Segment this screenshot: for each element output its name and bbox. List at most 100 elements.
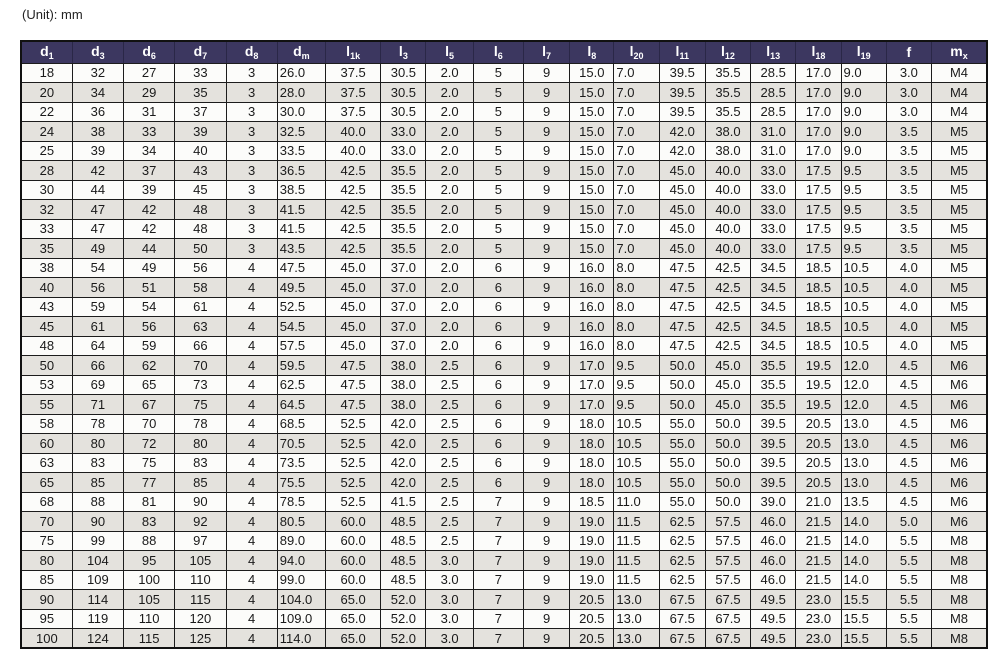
table-cell: 40.0 xyxy=(324,140,382,161)
table-cell: M5 xyxy=(930,316,988,337)
table-cell: 6 xyxy=(472,413,524,434)
table-cell: 4.5 xyxy=(885,394,932,415)
table-cell: 2.0 xyxy=(425,296,474,317)
column-header-d6: d6 xyxy=(122,40,176,64)
table-cell: 95 xyxy=(122,550,176,571)
table-cell: 9 xyxy=(522,608,571,629)
table-cell: 52.5 xyxy=(324,413,382,434)
table-cell: 33 xyxy=(122,121,176,142)
table-cell: 7 xyxy=(472,628,524,649)
table-cell: M5 xyxy=(930,140,988,161)
table-cell: 52.0 xyxy=(380,628,427,649)
table-cell: 7.0 xyxy=(613,121,660,142)
column-header-subscript: 20 xyxy=(633,50,644,61)
table-cell: 17.5 xyxy=(795,199,842,220)
table-cell: 6 xyxy=(472,335,524,356)
table-cell: 54 xyxy=(71,257,125,278)
table-cell: 19.0 xyxy=(569,569,615,590)
table-cell: 15.0 xyxy=(569,160,615,181)
column-header-l5: l5 xyxy=(425,40,474,64)
table-cell: 45.0 xyxy=(658,218,706,239)
table-cell: 17.5 xyxy=(795,218,842,239)
table-cell: 4.0 xyxy=(885,277,932,298)
table-cell: 9 xyxy=(522,316,571,337)
table-cell: 2.0 xyxy=(425,199,474,220)
table-cell: 55.0 xyxy=(658,472,706,493)
table-cell: 6 xyxy=(472,257,524,278)
table-cell: 20.5 xyxy=(569,628,615,649)
table-cell: 18.5 xyxy=(569,491,615,512)
table-cell: M4 xyxy=(930,82,988,103)
table-cell: 20.5 xyxy=(795,472,842,493)
table-cell: 78 xyxy=(71,413,125,434)
table-cell: 10.5 xyxy=(840,257,887,278)
table-cell: 26.0 xyxy=(276,62,326,83)
table-cell: 67.5 xyxy=(658,628,706,649)
table-cell: 50 xyxy=(174,238,227,259)
table-cell: 35 xyxy=(20,238,73,259)
column-header-base: l xyxy=(542,42,547,59)
table-cell: 34 xyxy=(122,140,176,161)
table-cell: 9.5 xyxy=(613,374,660,395)
table-cell: 3.5 xyxy=(885,121,932,142)
table-row: 75 99 88 97 4 89.0 60.0 48.5 2.5 7 9 19.0 11.5 62.5 57… xyxy=(20,530,988,551)
table-cell: 56 xyxy=(174,257,227,278)
table-row: 80 104 95 105 4 94.0 60.0 48.5 3.0 7 9 19.0 11.5 62.5… xyxy=(20,550,988,571)
table-cell: 4 xyxy=(225,589,278,610)
table-cell: 90 xyxy=(174,491,227,512)
table-cell: 2.0 xyxy=(425,335,474,356)
table-cell: M5 xyxy=(930,257,988,278)
table-cell: 13.0 xyxy=(840,472,887,493)
table-cell: 3 xyxy=(225,121,278,142)
table-cell: M8 xyxy=(930,589,988,610)
table-cell: 17.0 xyxy=(795,140,842,161)
table-cell: 18.5 xyxy=(795,257,842,278)
table-cell: 4 xyxy=(225,433,278,454)
table-cell: 20 xyxy=(20,82,73,103)
table-header: d1 d3 d6 d7 d8 dm l1k l3 l5 l6 l7 l8 l20 l11 l12 l13 l18… xyxy=(20,40,988,64)
table-cell: 124 xyxy=(71,628,125,649)
table-cell: 14.0 xyxy=(840,511,887,532)
column-header-base: l xyxy=(675,42,680,59)
table-cell: 16.0 xyxy=(569,277,615,298)
table-cell: 85 xyxy=(20,569,73,590)
unit-label: (Unit): mm xyxy=(22,7,83,22)
table-cell: 19.5 xyxy=(795,374,842,395)
table-cell: 59.5 xyxy=(276,355,326,376)
table-cell: 44 xyxy=(71,179,125,200)
table-row: 33 47 42 48 3 41.5 42.5 35.5 2.0 5 9 15.0 7.0 45.0 40.… xyxy=(20,218,988,239)
column-header-subscript: 12 xyxy=(724,50,735,61)
table-cell: 34 xyxy=(71,82,125,103)
table-cell: 4.0 xyxy=(885,296,932,317)
table-cell: 30.5 xyxy=(380,101,427,122)
table-cell: 15.0 xyxy=(569,82,615,103)
column-header-subscript: 3 xyxy=(402,50,408,61)
table-cell: 45 xyxy=(20,316,73,337)
column-header-d7: d7 xyxy=(174,40,227,64)
table-cell: 3.0 xyxy=(425,589,474,610)
table-cell: 3 xyxy=(225,179,278,200)
table-cell: 16.0 xyxy=(569,257,615,278)
table-cell: 37.0 xyxy=(380,335,427,356)
table-cell: 49.5 xyxy=(276,277,326,298)
table-cell: 3.5 xyxy=(885,199,932,220)
table-cell: 67 xyxy=(122,394,176,415)
table-cell: 35.5 xyxy=(750,374,797,395)
table-cell: 18.0 xyxy=(569,472,615,493)
column-header-subscript: 1k xyxy=(350,50,361,61)
table-cell: 83 xyxy=(71,452,125,473)
table-cell: 5 xyxy=(472,179,524,200)
table-cell: 37.5 xyxy=(324,82,382,103)
table-cell: 4 xyxy=(225,316,278,337)
table-cell: 39.5 xyxy=(658,101,706,122)
table-cell: 38.0 xyxy=(380,374,427,395)
table-cell: M5 xyxy=(930,277,988,298)
table-cell: 63 xyxy=(20,452,73,473)
table-cell: 9 xyxy=(522,296,571,317)
table-cell: 18.5 xyxy=(795,277,842,298)
table-cell: 7.0 xyxy=(613,238,660,259)
table-cell: 2.5 xyxy=(425,374,474,395)
table-cell: 125 xyxy=(174,628,227,649)
table-cell: 31 xyxy=(122,101,176,122)
table-cell: 3.5 xyxy=(885,179,932,200)
